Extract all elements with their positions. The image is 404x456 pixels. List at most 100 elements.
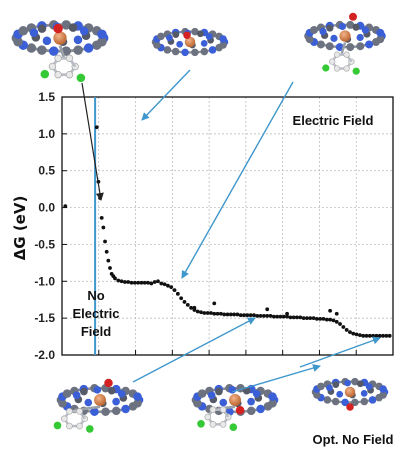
- data-point: [113, 276, 117, 281]
- data-point: [101, 225, 106, 230]
- arrow-bottom-middle: [231, 364, 321, 393]
- y-tick-label: 1.5: [38, 90, 55, 104]
- data-point: [348, 330, 352, 335]
- data-point: [218, 311, 223, 316]
- data-point: [159, 281, 164, 286]
- data-point: [238, 313, 243, 318]
- data-point: [364, 333, 369, 338]
- data-point: [175, 291, 180, 296]
- data-point: [311, 316, 316, 321]
- y-tick-label: 0.5: [38, 164, 55, 178]
- data-point: [275, 314, 280, 319]
- data-point: [341, 325, 346, 329]
- data-point: [152, 280, 157, 284]
- data-point: [202, 311, 207, 315]
- data-point: [149, 281, 154, 286]
- data-point: [142, 280, 147, 285]
- data-point: [222, 312, 227, 317]
- data-point: [278, 314, 283, 319]
- data-point: [245, 313, 250, 318]
- data-point: [99, 215, 104, 220]
- annotation-no-field-line-2: Electric: [73, 306, 120, 321]
- data-point: [139, 280, 144, 285]
- data-point: [166, 283, 170, 288]
- arrow-field-plateau: [181, 81, 294, 279]
- y-tick-label: 0.0: [38, 201, 55, 215]
- data-point: [103, 239, 107, 244]
- data-point: [126, 280, 131, 284]
- data-point: [374, 333, 379, 338]
- data-point: [314, 316, 319, 321]
- annotation-opt-no-field: Opt. No Field: [313, 432, 394, 447]
- data-point: [334, 311, 339, 316]
- data-point: [248, 313, 253, 318]
- annotation-no-field-line-3: Field: [81, 324, 111, 339]
- gridlines: [62, 97, 393, 355]
- data-point: [265, 314, 270, 318]
- data-point: [182, 300, 187, 304]
- data-point: [387, 333, 392, 338]
- data-point: [324, 317, 329, 322]
- y-axis-ticks: 1.5 1.0 0.5 0.0 -0.5 -1.0 -1.5 -2.0: [34, 90, 357, 362]
- data-point: [122, 280, 127, 284]
- data-point: [106, 258, 111, 263]
- data-point: [291, 315, 296, 320]
- data-point: [331, 318, 336, 323]
- data-point: [94, 125, 99, 130]
- y-tick-label: 1.0: [38, 127, 55, 141]
- molecule-structure: [53, 378, 144, 433]
- data-point: [328, 317, 333, 322]
- arrows: [81, 69, 381, 393]
- data-point: [381, 333, 385, 338]
- molecule-structure: [11, 20, 109, 83]
- y-tick-label: -1.0: [34, 274, 55, 288]
- arrow-bottom-right: [299, 336, 381, 368]
- arrow-no-field: [81, 82, 104, 201]
- data-point: [156, 279, 160, 284]
- data-point: [212, 301, 217, 306]
- data-point: [281, 314, 286, 319]
- data-point: [271, 314, 276, 319]
- data-point: [104, 249, 109, 254]
- data-point: [262, 314, 266, 318]
- data-point: [367, 333, 372, 338]
- annotation-no-field-line-1: No: [87, 288, 104, 303]
- arrow-bottom-left: [132, 317, 256, 383]
- data-point: [334, 319, 339, 324]
- data-point: [205, 311, 210, 315]
- data-point: [172, 288, 177, 293]
- data-point: [285, 311, 289, 316]
- data-points: [63, 125, 392, 338]
- y-tick-label: -2.0: [34, 348, 55, 362]
- data-point: [338, 322, 342, 326]
- data-point: [285, 314, 289, 319]
- data-point: [305, 316, 309, 321]
- data-point: [328, 308, 333, 313]
- data-point: [63, 204, 68, 208]
- data-point: [371, 333, 376, 338]
- data-point: [192, 305, 197, 310]
- data-point: [344, 328, 349, 332]
- data-point: [232, 312, 237, 317]
- molecule-structure: [311, 377, 389, 411]
- data-point: [351, 331, 356, 336]
- data-point: [108, 266, 112, 270]
- molecule-structure: [151, 27, 229, 57]
- data-point: [265, 307, 270, 312]
- data-point: [308, 316, 313, 321]
- molecule-structure: [191, 383, 279, 432]
- data-point: [384, 333, 389, 338]
- data-point: [358, 333, 362, 337]
- data-point: [116, 278, 121, 283]
- data-point: [228, 312, 233, 317]
- data-point: [212, 311, 217, 316]
- y-tick-label: -1.5: [34, 311, 55, 325]
- data-point: [169, 285, 174, 290]
- data-point: [255, 314, 260, 318]
- y-tick-label: -0.5: [34, 237, 55, 251]
- data-point: [195, 309, 200, 314]
- data-point: [179, 296, 184, 301]
- data-point: [129, 280, 134, 285]
- data-point: [162, 282, 167, 287]
